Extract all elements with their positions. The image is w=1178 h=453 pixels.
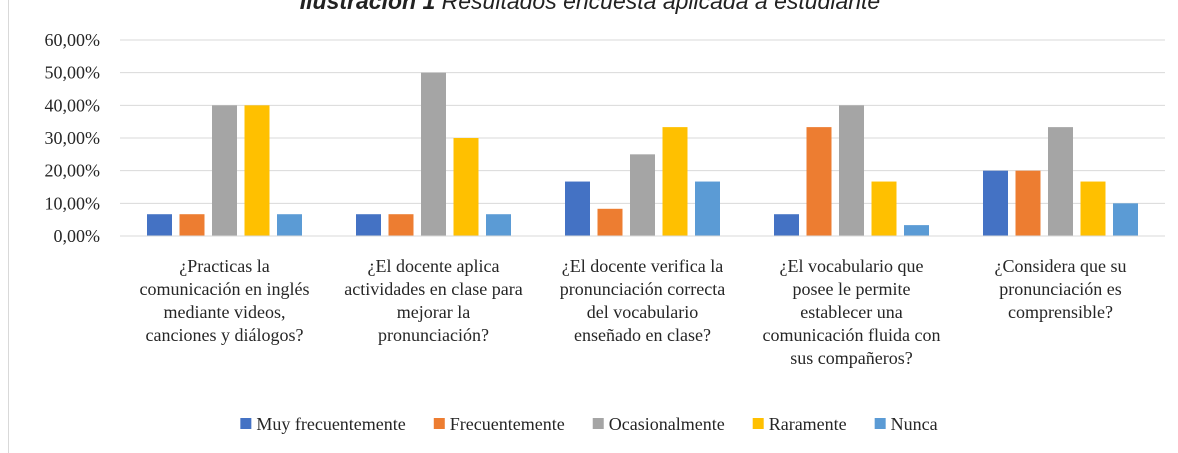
bar	[453, 138, 479, 236]
bar	[1113, 203, 1138, 236]
bar	[774, 214, 799, 236]
bar	[486, 214, 511, 236]
x-tick-label-line: ¿El docente verifica la	[562, 256, 723, 276]
x-tick-label-line: mejorar la	[397, 302, 470, 322]
legend-label: Raramente	[769, 414, 847, 434]
legend-item: Ocasionalmente	[592, 414, 725, 434]
legend-label: Frecuentemente	[450, 414, 565, 434]
bar	[277, 214, 302, 236]
y-tick-label: 50,00%	[45, 63, 101, 83]
bar	[212, 105, 237, 236]
chart-title-group: Ilustración 1 Resultados encuesta aplica…	[300, 0, 880, 14]
x-tick-label-line: comprensible?	[1008, 302, 1113, 322]
chart-frame	[8, 0, 9, 453]
chart-title: Resultados encuesta aplicada a estudiant…	[442, 0, 881, 14]
bar	[421, 72, 446, 237]
bar	[630, 154, 655, 236]
y-tick-label: 60,00%	[45, 30, 101, 50]
bar	[244, 105, 270, 236]
x-tick-label-line: pronunciación?	[378, 325, 489, 345]
legend-item: Muy frecuentemente	[240, 414, 406, 434]
x-tick-label-line: canciones y diálogos?	[146, 325, 304, 345]
bar	[983, 170, 1008, 236]
x-tick-label-line: mediante videos,	[164, 302, 286, 322]
x-tick-label-line: ¿El vocabulario que	[780, 256, 924, 276]
bar	[1080, 181, 1106, 236]
bar	[904, 225, 929, 236]
x-tick-label-line: establecer una	[800, 302, 902, 322]
legend-swatch	[433, 418, 445, 429]
x-tick-label: ¿El docente aplica actividades en clase p…	[344, 256, 522, 345]
legend-label: Ocasionalmente	[609, 414, 725, 434]
bar	[871, 181, 897, 236]
x-tick-label-line: actividades en clase para	[344, 279, 522, 299]
x-tick-label-line: comunicación en inglés	[140, 279, 310, 299]
y-tick-label: 40,00%	[45, 95, 101, 115]
bar	[839, 105, 864, 236]
bar	[1048, 127, 1073, 236]
y-tick-label: 30,00%	[45, 128, 101, 148]
x-tick-label: ¿Considera que su pronunciación es compren…	[995, 256, 1127, 322]
bar	[179, 214, 205, 236]
legend-swatch	[240, 418, 252, 429]
bar	[147, 214, 172, 236]
figure-label: Ilustración 1	[300, 0, 435, 14]
x-tick-label-line: pronunciación correcta	[560, 279, 725, 299]
legend-item: Raramente	[752, 414, 847, 434]
bar	[565, 181, 590, 236]
bar	[695, 181, 720, 236]
bar	[662, 127, 688, 236]
bar	[356, 214, 381, 236]
bar	[388, 214, 414, 236]
legend-item: Nunca	[874, 414, 938, 434]
legend-label: Nunca	[891, 414, 938, 434]
y-tick-label: 20,00%	[45, 161, 101, 181]
x-tick-label: ¿El vocabulario que posee le permite estab…	[763, 256, 941, 368]
x-tick-label-line: comunicación fluida con	[763, 325, 941, 345]
x-tick-label-line: del vocabulario	[587, 302, 698, 322]
legend-label: Muy frecuentemente	[256, 414, 405, 434]
x-tick-label-line: posee le permite	[793, 279, 911, 299]
legend-item: Frecuentemente	[433, 414, 565, 434]
x-tick-label-line: pronunciación es	[999, 279, 1121, 299]
x-tick-label-line: ¿El docente aplica	[368, 256, 500, 276]
x-tick-label-line: sus compañeros?	[790, 348, 912, 368]
y-tick-label: 0,00%	[54, 226, 101, 246]
bar	[806, 127, 832, 236]
x-tick-label: ¿El docente verifica la pronunciación cor…	[560, 256, 725, 345]
x-tick-label-line: enseñado en clase?	[574, 325, 711, 345]
bar	[597, 208, 623, 236]
bar	[1015, 170, 1041, 236]
x-tick-label-line: ¿Practicas la	[179, 256, 269, 276]
legend-swatch	[874, 418, 886, 429]
legend-swatch	[592, 418, 604, 429]
x-tick-label: ¿Practicas la comunicación en inglés media…	[140, 256, 310, 345]
y-tick-label: 10,00%	[45, 193, 101, 213]
legend-swatch	[752, 418, 764, 429]
x-tick-label-line: ¿Considera que su	[995, 256, 1127, 276]
